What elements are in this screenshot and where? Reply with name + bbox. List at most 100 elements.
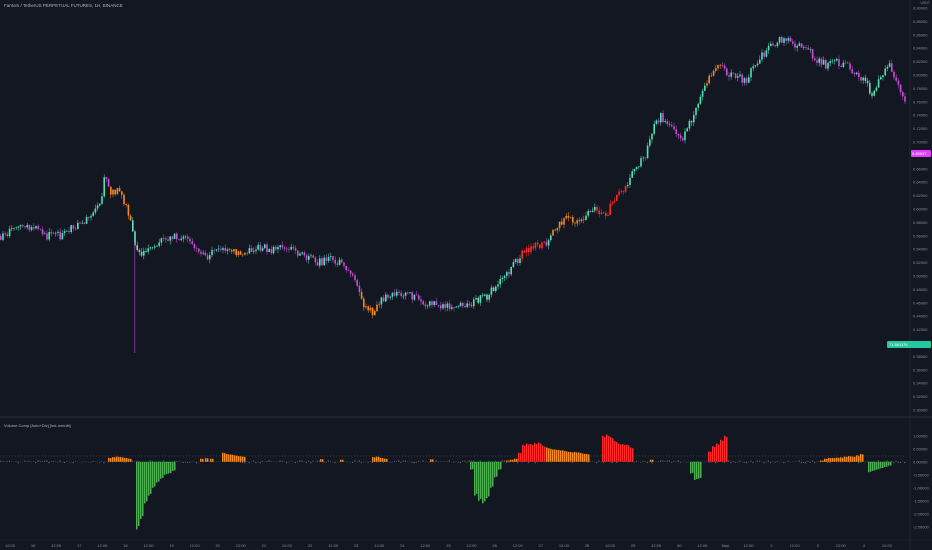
candle-body bbox=[446, 303, 449, 308]
indicator-bar bbox=[376, 456, 378, 462]
candle-body bbox=[46, 233, 48, 240]
indicator-bar-minor bbox=[503, 460, 505, 462]
candle-body bbox=[376, 304, 378, 312]
indicator-bar-minor bbox=[798, 460, 800, 462]
indicator-bar bbox=[854, 456, 856, 462]
indicator-bar-minor bbox=[74, 461, 76, 462]
indicator-bar-minor bbox=[422, 460, 424, 462]
time-tick-label: 12:00 bbox=[5, 543, 16, 548]
price-tick-label: 0.46000 bbox=[913, 300, 928, 305]
candle-body bbox=[288, 249, 290, 250]
candle-body bbox=[567, 215, 570, 218]
indicator-bar bbox=[650, 459, 652, 462]
indicator-bar-minor bbox=[462, 460, 464, 462]
candle-body bbox=[213, 249, 215, 251]
candle-body bbox=[116, 188, 119, 195]
candle-body bbox=[490, 287, 493, 295]
indicator-bar-minor bbox=[266, 461, 268, 462]
candle-body bbox=[545, 241, 548, 246]
indicator-bar bbox=[372, 457, 374, 462]
indicator-bar-minor bbox=[398, 460, 400, 462]
indicator-bar bbox=[514, 458, 516, 462]
candle-body bbox=[17, 226, 20, 228]
candle-body bbox=[314, 257, 317, 263]
time-tick-label: 24 bbox=[400, 543, 405, 548]
indicator-bar-minor bbox=[490, 461, 492, 462]
price-tick-label: 0.60000 bbox=[913, 207, 928, 212]
indicator-bar bbox=[472, 461, 474, 470]
candle-body bbox=[433, 301, 435, 306]
candle-body bbox=[389, 296, 391, 298]
indicator-bar-minor bbox=[805, 461, 807, 464]
candle-body bbox=[730, 72, 732, 77]
time-tick-label: 12:00 bbox=[882, 543, 893, 548]
candle-body bbox=[741, 74, 743, 83]
indicator-bar bbox=[844, 456, 846, 462]
candle-body bbox=[899, 84, 902, 93]
candle-body bbox=[426, 305, 429, 307]
indicator-bar bbox=[386, 458, 388, 462]
indicator-bar bbox=[606, 434, 608, 462]
indicator-bar-minor bbox=[354, 460, 356, 462]
candle-body bbox=[222, 248, 224, 250]
candle-body bbox=[206, 255, 209, 260]
indicator-bar bbox=[624, 445, 626, 462]
indicator-bar bbox=[842, 457, 844, 462]
indicator-bar-minor bbox=[239, 461, 241, 463]
currency-label[interactable]: USDT bbox=[920, 1, 930, 5]
indicator-bar-minor bbox=[827, 461, 829, 464]
candle-body bbox=[374, 311, 376, 316]
indicator-bar-minor bbox=[517, 461, 519, 464]
indicator-bar bbox=[156, 461, 158, 483]
indicator-bar-minor bbox=[750, 460, 752, 462]
indicator-bar-minor bbox=[745, 461, 747, 464]
candle-body bbox=[752, 66, 754, 69]
indicator-bar bbox=[716, 443, 718, 462]
indicator-bar-minor bbox=[418, 460, 420, 462]
candle-body bbox=[127, 204, 130, 216]
price-tick-label: 0.82000 bbox=[913, 59, 928, 64]
indicator-bar-minor bbox=[52, 461, 54, 462]
indicator-bar-minor bbox=[677, 460, 679, 462]
candle-body bbox=[880, 76, 882, 80]
candle-body bbox=[272, 246, 275, 254]
indicator-bar-minor bbox=[268, 460, 270, 462]
candle-body bbox=[211, 249, 213, 256]
indicator-bar-minor bbox=[382, 461, 384, 463]
indicator-bar-minor bbox=[448, 460, 450, 462]
price-tick-label: 0.42000 bbox=[913, 327, 928, 332]
indicator-bar-minor bbox=[103, 461, 105, 464]
indicator-bar-minor bbox=[765, 461, 767, 463]
indicator-bar-minor bbox=[123, 461, 125, 463]
candle-body bbox=[37, 226, 39, 229]
candle-body bbox=[138, 249, 141, 252]
indicator-bar-minor bbox=[644, 461, 646, 462]
indicator-bar bbox=[714, 446, 716, 462]
indicator-bar bbox=[526, 443, 528, 462]
candle-body bbox=[662, 113, 664, 122]
indicator-bar-minor bbox=[884, 461, 886, 462]
candle-body bbox=[283, 247, 286, 249]
candle-body bbox=[778, 37, 781, 43]
candle-body bbox=[475, 297, 477, 300]
indicator-bar-minor bbox=[807, 461, 809, 462]
candle-body bbox=[875, 87, 878, 91]
indicator-bar bbox=[524, 445, 526, 462]
indicator-label[interactable]: Volume Comp [Auto+Div] [ind-mmulti] bbox=[4, 423, 71, 428]
indicator-bar-minor bbox=[327, 460, 329, 462]
indicator-bar-minor bbox=[809, 461, 811, 463]
indicator-bar-minor bbox=[499, 461, 501, 462]
indicator-bar bbox=[884, 461, 886, 467]
candle-body bbox=[470, 305, 473, 307]
candle-body bbox=[191, 241, 193, 244]
indicator-bar-minor bbox=[871, 461, 873, 463]
indicator-bar-minor bbox=[242, 461, 244, 464]
candle-body bbox=[536, 242, 539, 245]
indicator-bar-minor bbox=[723, 461, 725, 463]
candle-body bbox=[378, 304, 380, 306]
indicator-bar-minor bbox=[39, 460, 41, 462]
indicator-bar-minor bbox=[814, 461, 816, 464]
indicator-bar-minor bbox=[752, 461, 754, 464]
indicator-bar bbox=[840, 457, 842, 462]
candle-body bbox=[600, 212, 603, 214]
